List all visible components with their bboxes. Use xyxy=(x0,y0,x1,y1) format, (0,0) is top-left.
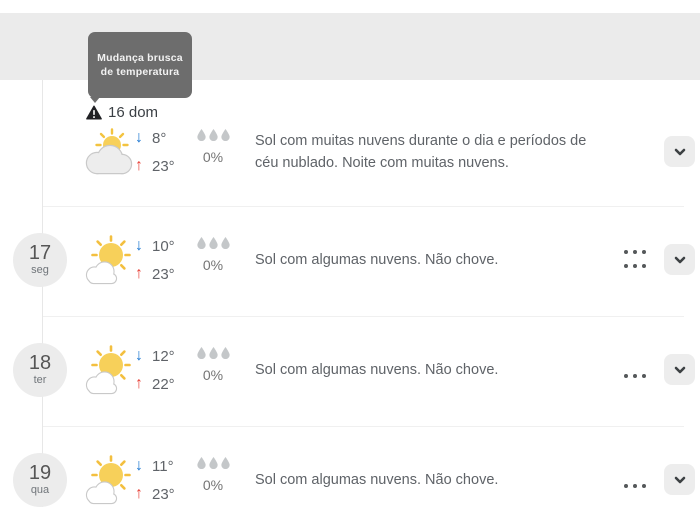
temperature-block: ↓ 10° ↑ 23° xyxy=(131,236,175,292)
precipitation-value: 0% xyxy=(202,257,224,273)
chevron-down-icon xyxy=(674,256,685,263)
low-temp-value: 10° xyxy=(152,237,175,255)
precipitation-value: 0% xyxy=(202,477,224,493)
top-strip xyxy=(0,0,700,13)
high-temp: ↑ 22° xyxy=(131,374,175,394)
expand-row-button[interactable] xyxy=(664,464,695,495)
precipitation-block: 0% xyxy=(189,237,237,273)
more-options-button[interactable] xyxy=(617,368,653,384)
temperature-block: ↓ 8° ↑ 23° xyxy=(131,128,175,184)
forecast-description: Sol com algumas nuvens. Não chove. xyxy=(255,472,499,488)
forecast-row-17-seg: 17 seg ↓ 10° ↑ 23° 0% Sol com algumas nu… xyxy=(0,205,700,315)
dot xyxy=(642,264,646,268)
expand-row-button[interactable] xyxy=(664,244,695,275)
low-temp-value: 8° xyxy=(152,129,167,147)
tooltip-pointer xyxy=(90,97,100,103)
low-temp-value: 11° xyxy=(152,457,174,475)
day-number: 17 xyxy=(28,242,52,264)
dot xyxy=(624,484,628,488)
precipitation-value: 0% xyxy=(202,367,224,383)
raindrops-icon xyxy=(189,347,237,359)
precipitation-block: 0% xyxy=(189,129,237,165)
sun-with-small-cloud-icon xyxy=(85,235,131,285)
arrow-up-icon: ↑ xyxy=(135,485,143,502)
arrow-down-icon: ↓ xyxy=(135,129,143,146)
precipitation-block: 0% xyxy=(189,457,237,493)
low-temp: ↓ 11° xyxy=(131,456,175,476)
timeline-rule xyxy=(42,80,43,507)
sun-behind-cloud-icon xyxy=(85,128,133,175)
high-temp: ↑ 23° xyxy=(131,264,175,284)
warning-triangle-icon xyxy=(86,105,102,120)
chevron-down-icon xyxy=(674,476,685,483)
day-number: 19 xyxy=(28,462,52,484)
row-separator xyxy=(43,316,684,317)
precipitation-block: 0% xyxy=(189,347,237,383)
more-options-button[interactable] xyxy=(617,478,653,494)
row-separator xyxy=(43,426,684,427)
temperature-block: ↓ 12° ↑ 22° xyxy=(131,346,175,402)
dot xyxy=(624,250,628,254)
high-temp-value: 22° xyxy=(152,375,175,393)
forecast-description: Sol com algumas nuvens. Não chove. xyxy=(255,252,499,268)
tooltip-text: Mudança brusca de temperatura xyxy=(97,52,183,78)
day-number: 18 xyxy=(28,352,52,374)
dot xyxy=(642,250,646,254)
low-temp-value: 12° xyxy=(152,347,175,365)
forecast-row-19-qua: 19 qua ↓ 11° ↑ 23° 0% Sol com algumas nu… xyxy=(0,425,700,507)
expand-row-button[interactable] xyxy=(664,136,695,167)
raindrops-icon xyxy=(189,129,237,141)
sun-with-small-cloud-icon xyxy=(85,455,131,505)
dot xyxy=(624,264,628,268)
dot xyxy=(633,374,637,378)
dot xyxy=(633,484,637,488)
precipitation-value: 0% xyxy=(202,149,224,165)
day-name: ter xyxy=(33,374,47,386)
arrow-up-icon: ↑ xyxy=(135,375,143,392)
low-temp: ↓ 12° xyxy=(131,346,175,366)
raindrops-icon xyxy=(189,237,237,249)
raindrops-icon xyxy=(189,457,237,469)
day-name: qua xyxy=(30,484,50,496)
row-separator xyxy=(43,206,684,207)
high-temp-value: 23° xyxy=(152,157,175,175)
alert-day-header: 16 dom xyxy=(86,104,158,121)
dot xyxy=(642,484,646,488)
expand-row-button[interactable] xyxy=(664,354,695,385)
arrow-up-icon: ↑ xyxy=(135,157,143,174)
low-temp: ↓ 10° xyxy=(131,236,175,256)
date-badge[interactable]: 19 qua xyxy=(13,453,67,507)
dot xyxy=(633,264,637,268)
arrow-down-icon: ↓ xyxy=(135,237,143,254)
date-badge[interactable]: 18 ter xyxy=(13,343,67,397)
arrow-up-icon: ↑ xyxy=(135,265,143,282)
chevron-down-icon xyxy=(674,148,685,155)
date-badge[interactable]: 17 seg xyxy=(13,233,67,287)
temperature-block: ↓ 11° ↑ 23° xyxy=(131,456,175,507)
dot xyxy=(642,374,646,378)
high-temp-value: 23° xyxy=(152,265,175,283)
high-temp: ↑ 23° xyxy=(131,156,175,176)
alert-day-label: 16 dom xyxy=(108,104,159,121)
forecast-row-18-ter: 18 ter ↓ 12° ↑ 22° 0% Sol com algumas nu… xyxy=(0,315,700,425)
day-name: seg xyxy=(31,264,49,276)
high-temp-value: 23° xyxy=(152,485,175,503)
dot xyxy=(624,374,628,378)
temperature-alert-tooltip: Mudança brusca de temperatura xyxy=(88,32,192,98)
high-temp: ↑ 23° xyxy=(131,484,175,504)
more-options-button[interactable] xyxy=(617,258,653,274)
arrow-down-icon: ↓ xyxy=(135,457,143,474)
sun-with-small-cloud-icon xyxy=(85,345,131,395)
chevron-down-icon xyxy=(674,366,685,373)
more-options-button[interactable] xyxy=(617,244,653,260)
forecast-row-16-dom: 16 dom ↓ 8° ↑ 23° 0% Sol com muitas nuve… xyxy=(0,97,700,254)
arrow-down-icon: ↓ xyxy=(135,347,143,364)
dot xyxy=(633,250,637,254)
forecast-description: Sol com muitas nuvens durante o dia e pe… xyxy=(255,133,587,171)
low-temp: ↓ 8° xyxy=(131,128,175,148)
forecast-description: Sol com algumas nuvens. Não chove. xyxy=(255,362,499,378)
